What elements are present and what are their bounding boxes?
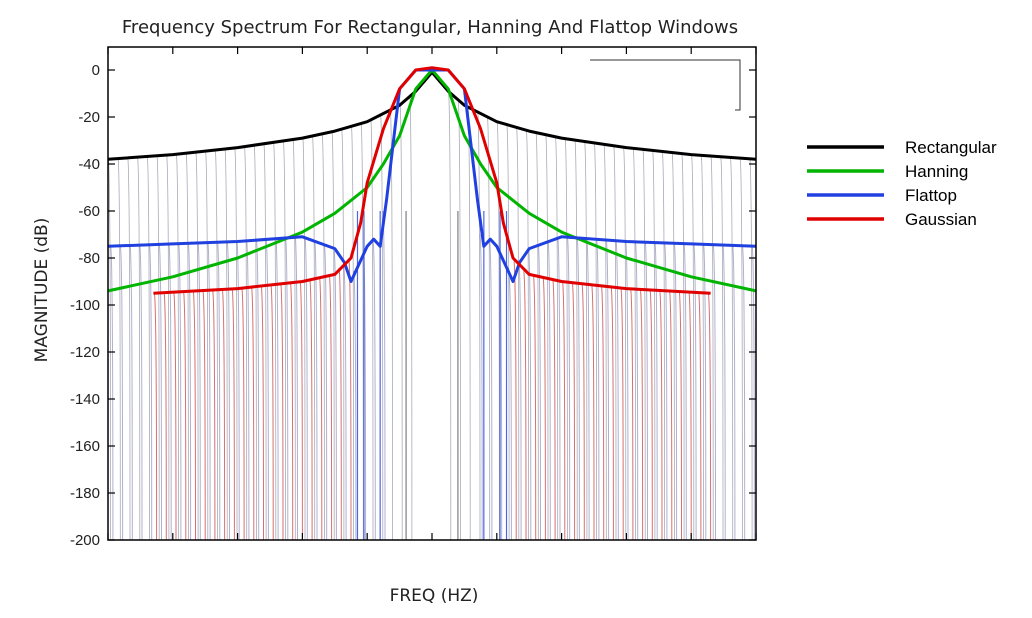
chart-title: Frequency Spectrum For Rectangular, Hann… xyxy=(122,17,738,38)
y-tick-label: -100 xyxy=(70,297,100,314)
series-lines xyxy=(107,66,757,295)
y-tick-label: 0 xyxy=(92,62,100,79)
legend-label-gaussian: Gaussian xyxy=(905,210,977,229)
y-axis-title: MAGNITUDE (dB) xyxy=(32,218,52,363)
y-tick-label: -40 xyxy=(78,156,100,173)
y-tick-label: -80 xyxy=(78,250,100,267)
sidelobe-flattop xyxy=(110,210,755,541)
y-tick-label: -180 xyxy=(70,485,100,502)
annotation-bracket xyxy=(590,59,741,111)
legend-label-rectangular: Rectangular xyxy=(905,138,997,157)
series-line-hanning xyxy=(107,68,757,293)
sidelobe-gaussian xyxy=(153,257,712,541)
legend-label-flattop: Flattop xyxy=(905,186,957,205)
legend-label-hanning: Hanning xyxy=(905,162,968,181)
series-line-rectangular xyxy=(107,70,757,161)
y-tick-label: -200 xyxy=(70,532,100,549)
series-line-flattop xyxy=(107,68,757,283)
series-line-gaussian xyxy=(153,66,711,295)
legend: Rectangular Hanning Flattop Gaussian xyxy=(807,138,997,229)
y-tick-label: -120 xyxy=(70,344,100,361)
x-axis-ticks xyxy=(107,47,757,540)
y-tick-label: -60 xyxy=(78,203,100,220)
background-sidelobe-lines xyxy=(108,93,755,541)
x-axis-title: FREQ (HZ) xyxy=(390,586,479,606)
y-tick-label: -20 xyxy=(78,109,100,126)
y-axis-ticks: 0 -20 -40 -60 -80 -100 -120 -140 -160 -180 -200 xyxy=(70,62,756,549)
y-tick-label: -160 xyxy=(70,438,100,455)
y-tick-label: -140 xyxy=(70,391,100,408)
plot-area: 0 -20 -40 -60 -80 -100 -120 -140 -160 -180 -200 xyxy=(70,46,757,549)
